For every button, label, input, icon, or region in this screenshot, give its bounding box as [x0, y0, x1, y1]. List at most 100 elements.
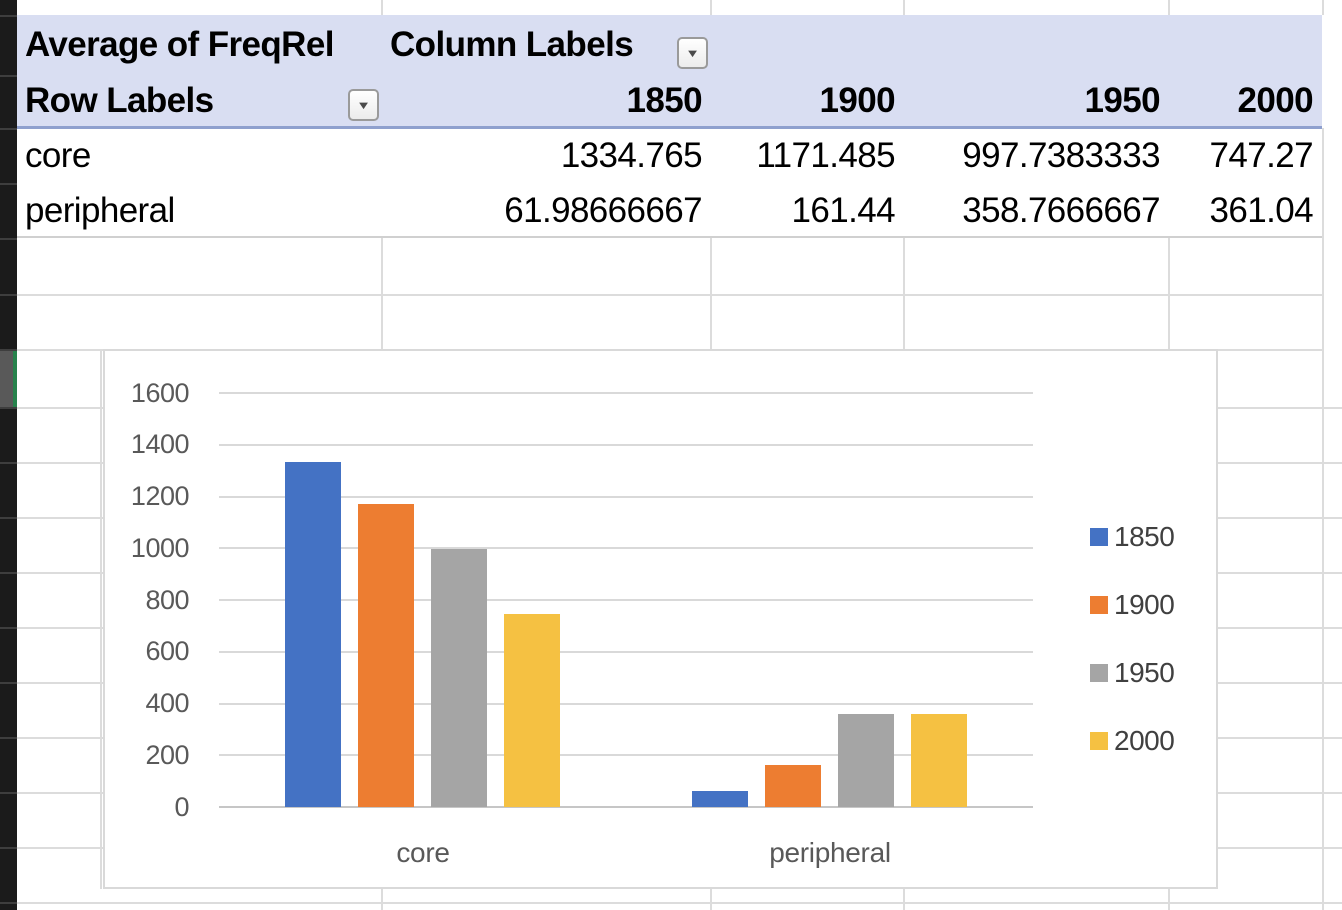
bar-peripheral-1950[interactable]: [838, 714, 894, 807]
gridline-horizontal: [1218, 792, 1342, 794]
dropdown-arrow-icon: ▼: [356, 98, 371, 112]
row-label-core[interactable]: core: [25, 136, 91, 175]
gridline-vertical: [381, 238, 383, 349]
gutter-row-separator: [0, 294, 17, 296]
pivot-header-block: [17, 15, 1322, 129]
value-peripheral-1950[interactable]: 358.7666667: [962, 191, 1160, 230]
y-axis-tick-label: 0: [174, 791, 189, 822]
gridline-horizontal: [17, 572, 103, 574]
legend-swatch[interactable]: [1090, 596, 1108, 614]
bar-peripheral-1900[interactable]: [765, 765, 821, 807]
gutter-row-separator: [0, 407, 17, 409]
legend-swatch[interactable]: [1090, 732, 1108, 750]
y-axis-tick-label: 600: [145, 636, 189, 667]
pivot-chart[interactable]: 0 200 400 600 800 1000 1200 1400 1600 core periphe…: [103, 349, 1218, 889]
gridline-vertical: [1322, 0, 1324, 15]
gridline-horizontal: [17, 627, 103, 629]
gutter-row-separator: [0, 572, 17, 574]
gutter-row-separator: [0, 128, 17, 130]
col-header-1900[interactable]: 1900: [819, 80, 896, 120]
gridline-horizontal: [17, 847, 103, 849]
gridline-vertical: [710, 0, 712, 15]
bar-core-1850[interactable]: [285, 462, 341, 807]
column-labels-filter-button[interactable]: ▼: [677, 37, 708, 69]
gutter-row-separator: [0, 682, 17, 684]
legend-label[interactable]: 1950: [1114, 657, 1175, 688]
legend-label[interactable]: 2000: [1114, 725, 1175, 756]
bar-peripheral-2000[interactable]: [911, 714, 967, 807]
col-header-1850[interactable]: 1850: [626, 80, 703, 120]
y-axis-tick-label: 1600: [130, 377, 190, 408]
chart-gridline: [219, 702, 1033, 705]
chart-gridline: [219, 443, 1033, 446]
selected-row-accent: [13, 350, 17, 407]
gutter-row-separator: [0, 238, 17, 240]
chart-gridline: [219, 754, 1033, 757]
gridline-vertical: [903, 238, 905, 349]
value-peripheral-1850[interactable]: 61.98666667: [504, 191, 702, 230]
bar-peripheral-1850[interactable]: [692, 791, 748, 807]
gridline-horizontal: [1218, 517, 1342, 519]
gridline-horizontal: [1218, 572, 1342, 574]
gridline-vertical: [710, 889, 712, 910]
gridline-vertical: [381, 0, 383, 15]
value-core-1950[interactable]: 997.7383333: [962, 136, 1160, 175]
gridline-horizontal: [17, 294, 1322, 296]
gutter-row-separator: [0, 183, 17, 185]
col-header-1950[interactable]: 1950: [1084, 80, 1161, 120]
gridline-vertical: [381, 889, 383, 910]
value-core-2000[interactable]: 747.27: [1209, 136, 1314, 175]
dropdown-arrow-icon: ▼: [685, 46, 700, 60]
category-label: peripheral: [769, 837, 891, 868]
gridline-horizontal: [1218, 682, 1342, 684]
pivot-title-cell[interactable]: Average of FreqRel: [25, 25, 334, 64]
gutter-row-separator: [0, 462, 17, 464]
gridline-vertical: [1168, 238, 1170, 349]
legend-label[interactable]: 1850: [1114, 521, 1175, 552]
gridline-horizontal: [1218, 847, 1342, 849]
gridline-vertical: [100, 349, 102, 889]
gridline-vertical: [710, 238, 712, 349]
gridline-vertical: [1168, 889, 1170, 910]
gutter-row-separator: [0, 792, 17, 794]
row-header-gutter[interactable]: [0, 0, 17, 910]
row-labels-filter-button[interactable]: ▼: [348, 89, 379, 121]
gridline-horizontal: [1218, 627, 1342, 629]
bar-core-1950[interactable]: [431, 549, 487, 807]
column-labels-cell[interactable]: Column Labels: [390, 25, 634, 64]
gridline-horizontal: [17, 737, 103, 739]
chart-gridline: [219, 650, 1033, 653]
legend-swatch[interactable]: [1090, 664, 1108, 682]
chart-gridline: [219, 599, 1033, 601]
legend-swatch[interactable]: [1090, 528, 1108, 546]
row-label-peripheral[interactable]: peripheral: [25, 191, 175, 230]
y-axis-tick-label: 1200: [130, 481, 190, 511]
gutter-row-separator: [0, 902, 17, 904]
bar-core-1900[interactable]: [358, 504, 414, 807]
gridline-horizontal: [17, 407, 103, 409]
category-label: core: [396, 837, 450, 868]
row-labels-cell[interactable]: Row Labels: [25, 80, 214, 120]
gutter-row-separator: [0, 517, 17, 519]
gridline-horizontal: [17, 462, 103, 464]
col-header-2000[interactable]: 2000: [1237, 80, 1314, 120]
selected-row-indicator[interactable]: [0, 350, 17, 407]
gutter-row-separator: [0, 847, 17, 849]
bar-core-2000[interactable]: [504, 614, 560, 807]
value-peripheral-2000[interactable]: 361.04: [1209, 191, 1314, 230]
value-core-1900[interactable]: 1171.485: [756, 136, 895, 175]
x-axis-line: [219, 806, 1033, 808]
value-peripheral-1900[interactable]: 161.44: [791, 191, 896, 230]
gutter-row-separator: [0, 75, 17, 77]
chart-gridline: [219, 547, 1033, 550]
gridline-horizontal: [1218, 407, 1342, 409]
gridline-horizontal: [1218, 737, 1342, 739]
legend-label[interactable]: 1900: [1114, 589, 1175, 620]
y-axis-tick-label: 200: [145, 739, 189, 770]
chart-gridline: [219, 495, 1033, 498]
value-core-1850[interactable]: 1334.765: [560, 136, 703, 175]
gridline-horizontal: [17, 517, 103, 519]
pivot-bottom-border: [17, 236, 1322, 238]
gutter-row-separator: [0, 737, 17, 739]
gridline-vertical: [1322, 128, 1324, 910]
